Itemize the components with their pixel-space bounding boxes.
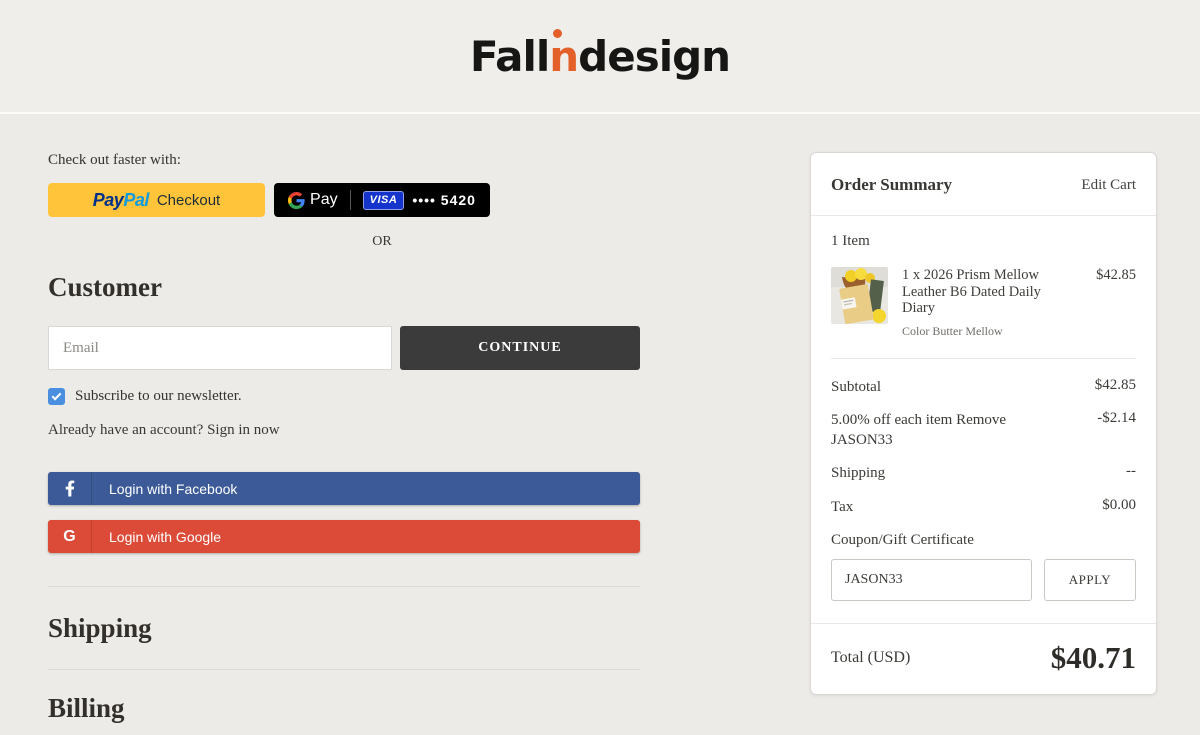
or-separator: OR [372, 234, 392, 249]
section-divider [48, 669, 640, 670]
subtotal-row: Subtotal $42.85 [831, 377, 1136, 397]
shipping-section-title: Shipping [48, 613, 152, 643]
express-checkout-label: Check out faster with: [48, 152, 181, 168]
paypal-logo-pay: Pay [92, 189, 124, 210]
checkout-main: Check out faster with: PayPal Checkout [0, 116, 1200, 735]
facebook-icon [48, 472, 92, 505]
total-row: Total (USD) $40.71 [811, 622, 1156, 694]
total-label: Total (USD) [831, 648, 911, 666]
logo-part3: design [578, 31, 731, 81]
express-payment-buttons: PayPal Checkout Pay VISA •••• 5420 [48, 183, 716, 217]
order-summary-body: 1 Item [811, 216, 1156, 601]
checkout-form-column: Check out faster with: PayPal Checkout [48, 116, 716, 724]
google-login-label: Login with Google [109, 528, 222, 545]
gpay-card-digits: •••• 5420 [412, 192, 476, 208]
product-info: 1 x 2026 Prism Mellow Leather B6 Dated D… [902, 267, 1058, 339]
product-name: 1 x 2026 Prism Mellow Leather B6 Dated D… [902, 267, 1041, 317]
apply-coupon-button[interactable]: APPLY [1044, 558, 1136, 601]
google-g-icon [288, 191, 305, 209]
discount-value: -$2.14 [1097, 409, 1136, 426]
google-pay-button[interactable]: Pay VISA •••• 5420 [274, 183, 490, 217]
logo-part1: Fall [469, 31, 550, 81]
facebook-login-label: Login with Facebook [109, 480, 238, 497]
shipping-row: Shipping -- [831, 463, 1136, 483]
email-field[interactable] [48, 326, 392, 370]
shipping-value: -- [1126, 463, 1136, 480]
section-divider [48, 586, 640, 587]
logo-accent-letter: n [549, 28, 579, 81]
product-price: $42.85 [1096, 267, 1136, 283]
gpay-divider [349, 190, 351, 210]
newsletter-checkbox[interactable] [48, 388, 65, 405]
google-letter-icon: G [48, 520, 92, 553]
subtotal-label: Subtotal [831, 378, 882, 395]
customer-section-title: Customer [48, 272, 162, 302]
continue-button[interactable]: CONTINUE [400, 326, 640, 370]
signin-row: Already have an account? Sign in now [48, 422, 716, 439]
discount-label[interactable]: 5.00% off each item Remove JASON33 [831, 411, 1007, 449]
facebook-login-button[interactable]: Login with Facebook [48, 472, 640, 505]
paypal-logo-pal: Pal [123, 189, 149, 210]
checkmark-icon [51, 390, 62, 401]
discount-row: 5.00% off each item Remove JASON33 -$2.1… [831, 410, 1136, 451]
paypal-checkout-text: Checkout [156, 191, 221, 209]
subtotal-value: $42.85 [1094, 376, 1136, 393]
cart-item-row: 1 x 2026 Prism Mellow Leather B6 Dated D… [831, 267, 1136, 339]
shipping-label: Shipping [831, 465, 886, 482]
tax-row: Tax $0.00 [831, 497, 1136, 517]
gpay-pay-text: Pay [310, 191, 338, 208]
newsletter-row: Subscribe to our newsletter. [48, 388, 716, 405]
tax-label: Tax [831, 498, 854, 515]
totals-section: Subtotal $42.85 5.00% off each item Remo… [831, 357, 1136, 601]
coupon-row: APPLY [831, 558, 1136, 601]
item-count: 1 Item [831, 233, 870, 249]
signin-prefix: Already have an account? [48, 422, 208, 438]
order-summary-card: Order Summary Edit Cart 1 Item [810, 152, 1157, 695]
google-login-button[interactable]: G Login with Google [48, 520, 640, 553]
billing-section-title: Billing [48, 693, 125, 723]
product-thumbnail [831, 267, 888, 324]
site-logo[interactable]: Fallndesign [469, 28, 731, 81]
coupon-input[interactable] [831, 558, 1032, 601]
product-variant: Color Butter Mellow [902, 323, 1003, 338]
email-row: CONTINUE [48, 326, 716, 370]
edit-cart-link[interactable]: Edit Cart [1081, 176, 1136, 193]
order-summary-title: Order Summary [831, 175, 953, 194]
total-value: $40.71 [1050, 639, 1136, 675]
site-header: Fallndesign [0, 0, 1200, 114]
paypal-checkout-button[interactable]: PayPal Checkout [48, 183, 265, 217]
coupon-label: Coupon/Gift Certificate [831, 531, 974, 548]
visa-badge: VISA [362, 190, 405, 210]
newsletter-label: Subscribe to our newsletter. [75, 388, 242, 404]
tax-value: $0.00 [1102, 496, 1136, 513]
signin-link[interactable]: Sign in now [207, 422, 280, 438]
order-summary-header: Order Summary Edit Cart [811, 153, 1156, 216]
